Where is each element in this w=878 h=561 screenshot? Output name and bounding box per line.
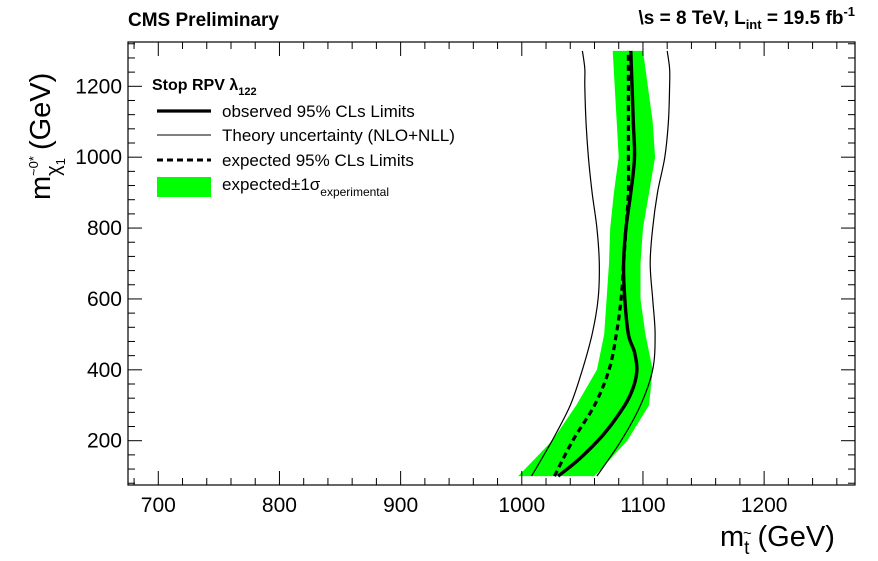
x-axis-title-accent: ~: [743, 525, 752, 542]
legend: Stop RPV λ122 observed 95% CLs Limits Th…: [152, 77, 455, 199]
y-axis-title: mχ1 (GeV) ~0*: [25, 73, 68, 200]
axis-ticks-layer: 700 800 900 1000 1100 1200 200 400 600 800 1000 120…: [75, 42, 855, 517]
theory-uncertainty-right-line: [596, 50, 671, 477]
x-tick-label: 800: [262, 494, 297, 517]
svg-text:~0*: ~0*: [26, 156, 41, 176]
legend-swatch-band: [157, 177, 211, 197]
x-tick-label: 700: [141, 494, 176, 517]
legend-title: Stop RPV λ122: [152, 77, 257, 98]
x-tick-label: 900: [383, 494, 418, 517]
y-tick-label: 1200: [75, 75, 122, 98]
x-axis-title: mt (GeV): [720, 521, 835, 559]
y-tick-label: 1000: [75, 146, 122, 169]
x-tick-label: 1100: [620, 494, 665, 517]
y-tick-label: 200: [87, 430, 122, 453]
y-tick-label: 600: [87, 288, 122, 311]
legend-label-theory: Theory uncertainty (NLO+NLL): [222, 126, 455, 145]
header-right: \s = 8 TeV, Lint = 19.5 fb-1: [638, 4, 855, 32]
limit-lines-layer: [530, 50, 671, 478]
observed-limit-line: [557, 50, 639, 478]
theory-uncertainty-left-line: [530, 50, 600, 477]
plot-frame: [127, 41, 856, 486]
legend-label-band: expected±1σexperimental: [222, 175, 389, 199]
x-tick-label: 1200: [741, 494, 788, 517]
expected-1sigma-band-layer: [518, 50, 656, 477]
x-tick-label: 1000: [498, 494, 545, 517]
legend-label-expected: expected 95% CLs Limits: [222, 151, 414, 170]
header-left: CMS Preliminary: [128, 10, 279, 31]
svg-text:mχ1 (GeV): mχ1 (GeV): [25, 73, 68, 200]
y-tick-label: 400: [87, 359, 122, 382]
legend-label-observed: observed 95% CLs Limits: [222, 102, 415, 121]
expected-1sigma-band: [518, 50, 656, 477]
y-tick-label: 800: [87, 217, 122, 240]
